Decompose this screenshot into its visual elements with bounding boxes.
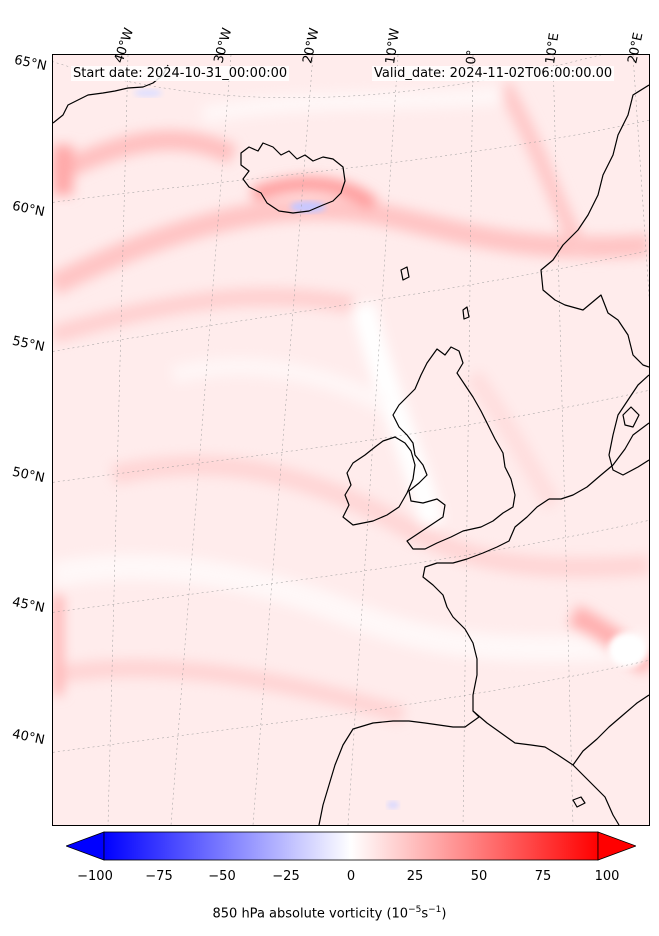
- negative-vorticity-patch: [134, 89, 162, 97]
- colorbar-tick: −25: [272, 869, 300, 884]
- colorbar-label: 850 hPa absolute vorticity (10−5s−1): [212, 905, 447, 922]
- negative-vorticity-patch: [387, 801, 399, 809]
- greenland-coast: [53, 64, 169, 124]
- map-panel: [52, 54, 650, 826]
- vorticity-map: [53, 55, 649, 825]
- lat-label-60n: 60°N: [10, 198, 46, 221]
- colorbar-tick: −50: [208, 869, 236, 884]
- lat-label-65n: 65°N: [12, 52, 48, 75]
- valid-date-label: Valid_date: 2024-11-02T06:00:00.00: [372, 66, 615, 81]
- colorbar-max-extend: [597, 831, 636, 861]
- colorbar-tick: 0: [346, 869, 356, 884]
- lat-label-50n: 50°N: [10, 464, 46, 487]
- negative-vorticity-patch: [290, 201, 326, 213]
- colorbar-min-extend: [66, 831, 105, 861]
- ireland-coast: [342, 436, 416, 526]
- lat-label-45n: 45°N: [10, 594, 46, 617]
- graticule: [53, 55, 649, 825]
- continent-coast: [318, 498, 550, 825]
- colorbar: [66, 831, 636, 861]
- colorbar-gradient: [103, 831, 599, 861]
- lat-label-40n: 40°N: [10, 726, 46, 749]
- colorbar-tick: 75: [534, 869, 552, 884]
- iberia-coast: [472, 710, 620, 825]
- coastlines: [53, 64, 649, 825]
- iceland-coast: [240, 142, 346, 214]
- norway-coast: [540, 84, 649, 368]
- colorbar-tick: −100: [77, 869, 113, 884]
- colorbar-tick: −75: [145, 869, 173, 884]
- colorbar-tick: 100: [594, 869, 620, 884]
- great-britain-coast: [392, 346, 516, 550]
- colorbar-tick: 25: [406, 869, 424, 884]
- lat-label-55n: 55°N: [10, 333, 46, 356]
- colorbar-tick: 50: [470, 869, 488, 884]
- lon-label-0: 0°: [464, 49, 481, 65]
- missing-data-patch: [608, 632, 648, 668]
- start-date-label: Start date: 2024-10-31_00:00:00: [71, 66, 290, 81]
- vorticity-field: [53, 80, 649, 724]
